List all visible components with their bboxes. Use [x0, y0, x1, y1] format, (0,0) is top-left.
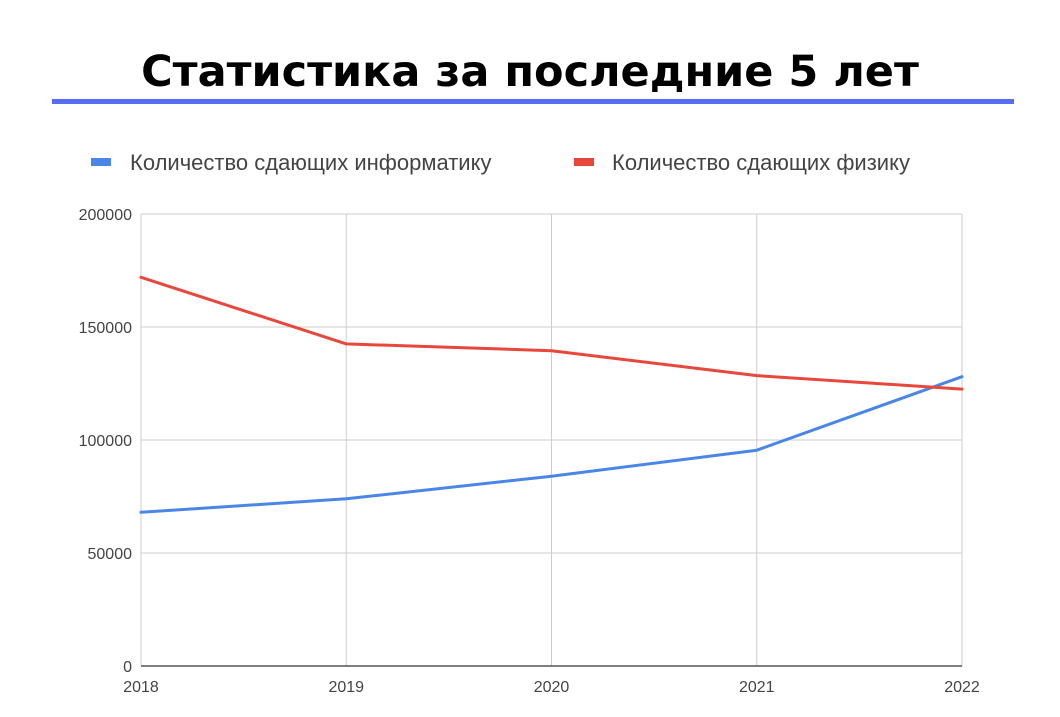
title-underline	[52, 99, 1014, 104]
legend: Количество сдающих информатику Количеств…	[91, 150, 910, 175]
y-tick-label: 0	[123, 659, 132, 676]
x-tick-label: 2020	[534, 679, 570, 696]
y-tick-label: 50000	[88, 546, 133, 563]
grid	[140, 213, 963, 667]
x-tick-label: 2022	[944, 679, 980, 696]
y-tick-label: 150000	[79, 320, 132, 337]
series-line-physics	[139, 275, 964, 391]
x-axis-ticks: 2018 2019 2020 2021 2022	[123, 679, 980, 696]
x-tick-label: 2019	[328, 679, 364, 696]
y-tick-label: 200000	[79, 207, 132, 224]
x-tick-label: 2018	[123, 679, 159, 696]
series-line-informatics	[139, 375, 964, 514]
legend-swatch-physics	[574, 158, 594, 166]
legend-label-informatics: Количество сдающих информатику	[130, 150, 491, 175]
page-title: Статистика за последние 5 лет	[141, 47, 919, 97]
y-tick-label: 100000	[79, 433, 132, 450]
series-lines	[139, 275, 964, 514]
legend-swatch-informatics	[91, 158, 111, 166]
legend-label-physics: Количество сдающих физику	[612, 150, 910, 175]
y-axis-ticks: 0 50000 100000 150000 200000	[79, 207, 132, 676]
x-tick-label: 2021	[739, 679, 775, 696]
